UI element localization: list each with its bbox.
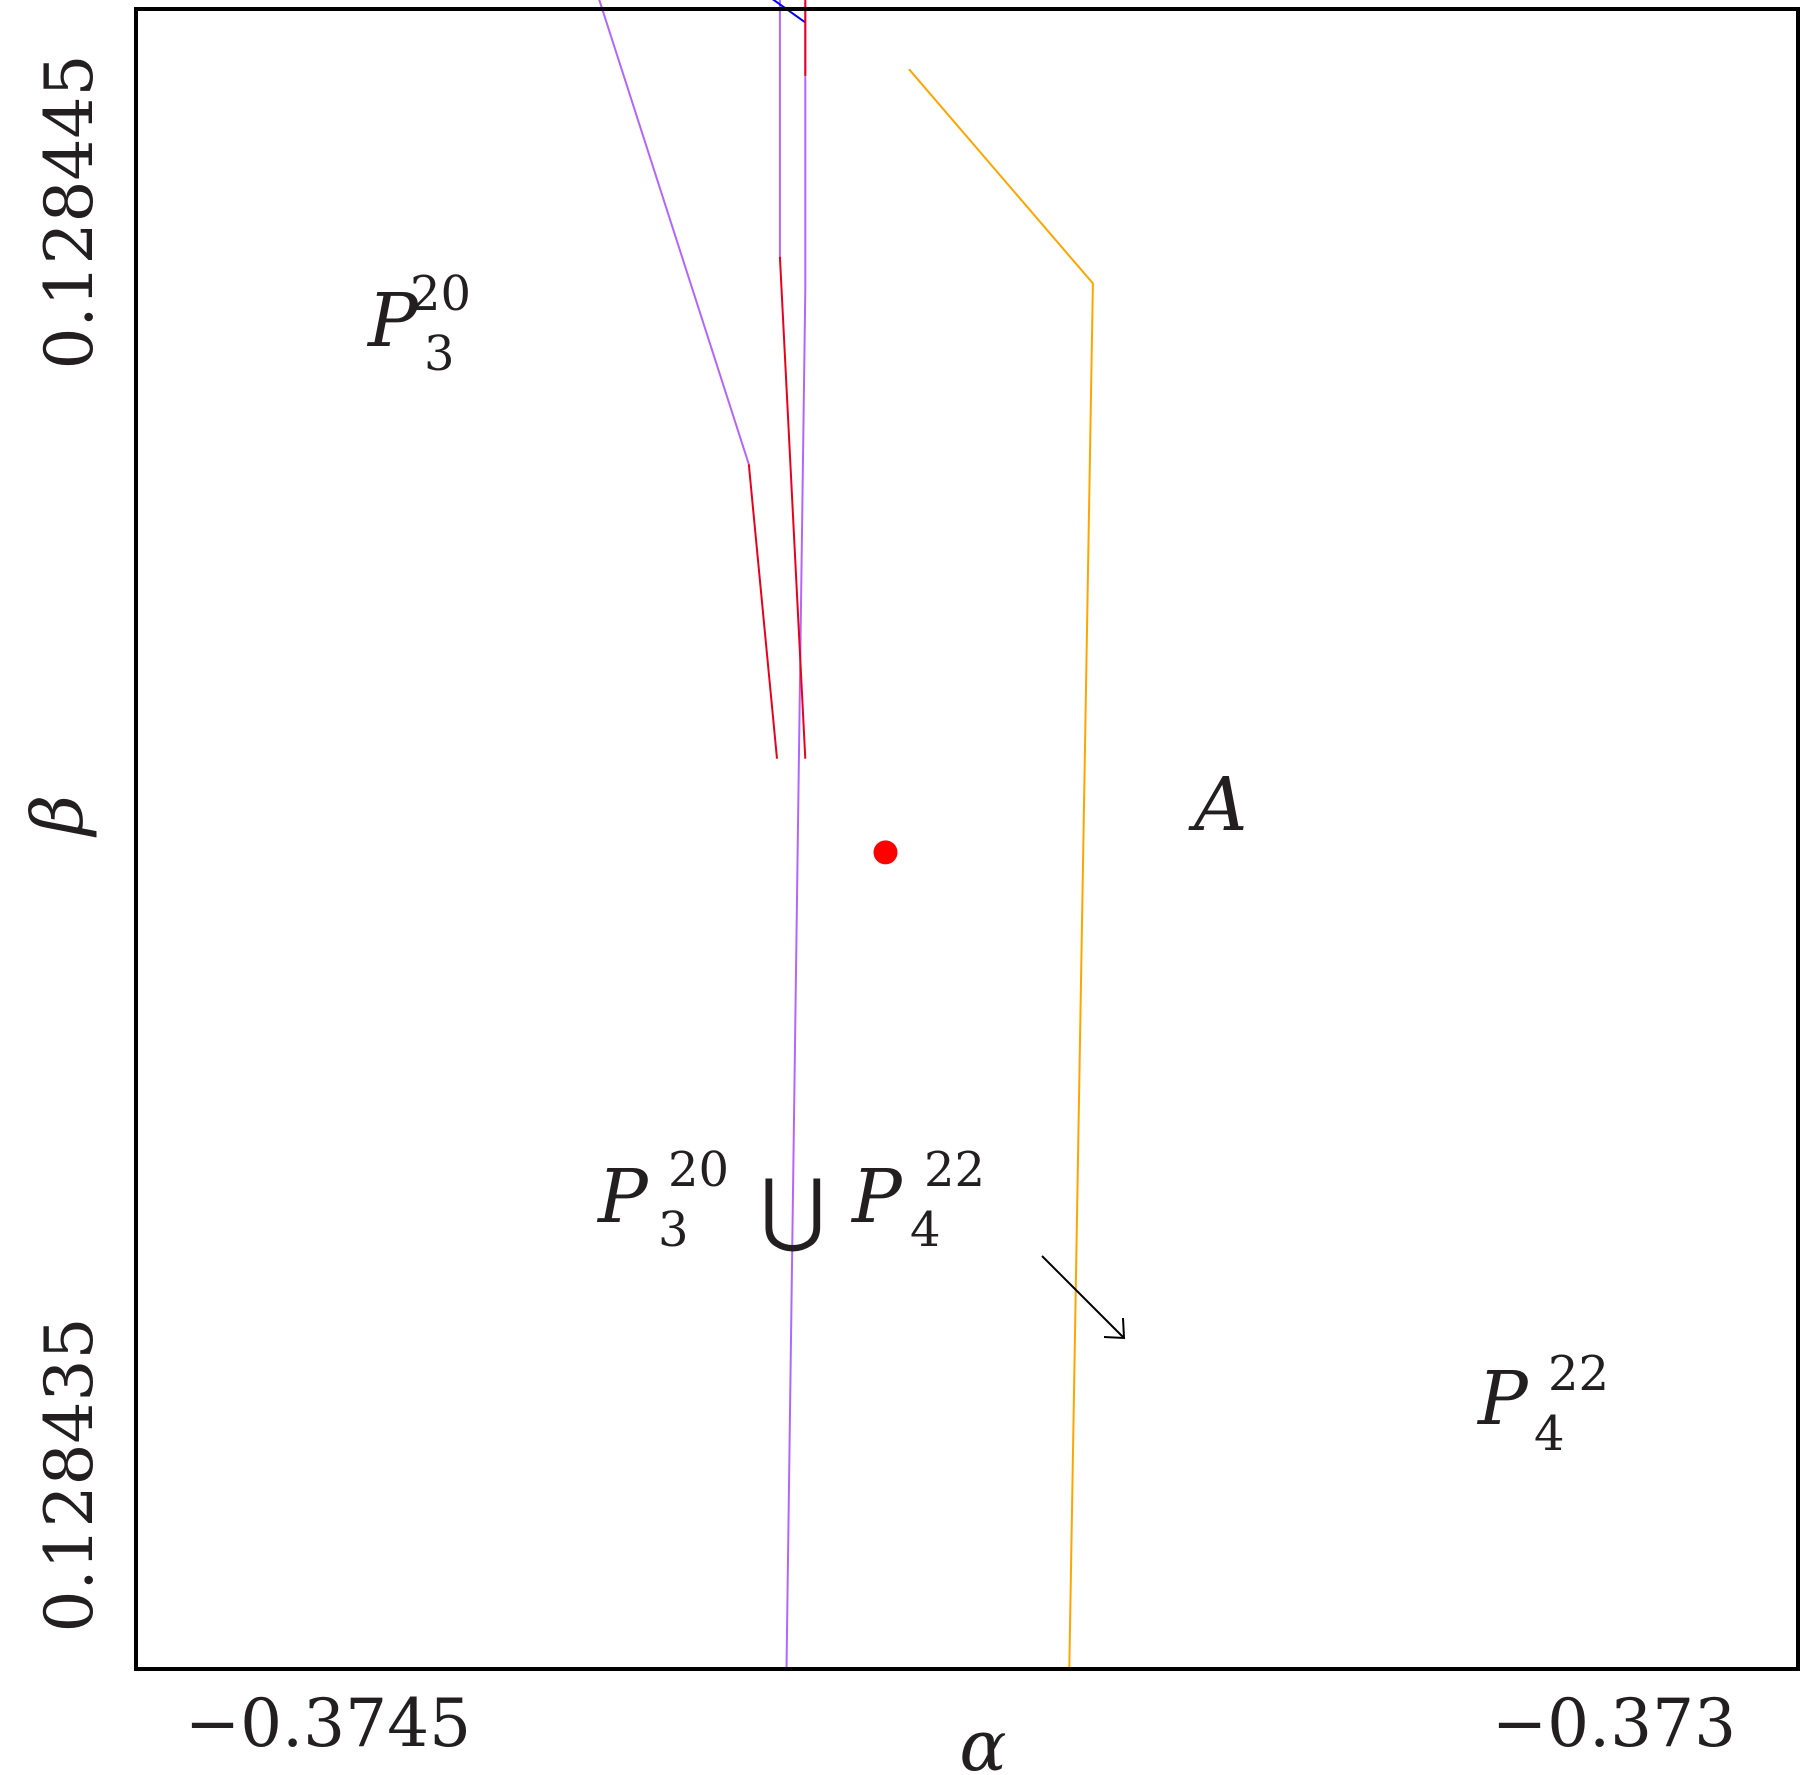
- svg-text:22: 22: [1548, 1346, 1609, 1402]
- x-axis-label: α: [959, 1705, 1006, 1775]
- y-tick-label-1: 0.128445: [31, 55, 108, 370]
- svg-text:3: 3: [658, 1202, 689, 1258]
- svg-text:P: P: [850, 1154, 903, 1240]
- series-line-1: [785, 2, 807, 1670]
- y-axis-label: β: [17, 795, 99, 838]
- y-tick-label-0: 0.128435: [31, 1318, 108, 1633]
- union-pointer-arrow: [1041, 1255, 1126, 1340]
- svg-text:⋃: ⋃: [760, 1162, 826, 1255]
- region-label-p4-22: P 22 4: [1476, 1346, 1609, 1462]
- x-tick-label-0: −0.3745: [185, 1685, 471, 1762]
- plot-frame: [134, 7, 1800, 1671]
- series-line-4: [747, 464, 778, 759]
- svg-text:4: 4: [1534, 1406, 1565, 1462]
- series-line-0: [908, 68, 1094, 1670]
- x-tick-label-1: −0.373: [1492, 1685, 1736, 1762]
- svg-text:P: P: [1476, 1356, 1529, 1442]
- svg-text:P: P: [366, 278, 419, 364]
- svg-text:P: P: [596, 1154, 649, 1240]
- series-line-6: [772, 0, 806, 24]
- series-layer: [598, 0, 1094, 1670]
- point-a: [873, 840, 898, 865]
- svg-text:20: 20: [410, 266, 471, 322]
- series-line-3: [598, 0, 750, 465]
- svg-text:4: 4: [910, 1202, 941, 1258]
- svg-text:3: 3: [424, 326, 455, 382]
- point-a-label: A: [1188, 762, 1247, 848]
- union-label: P 20 3 ⋃ P 22 4: [596, 1142, 985, 1258]
- svg-text:20: 20: [668, 1142, 729, 1198]
- region-label-p3-20: P 20 3: [366, 266, 471, 382]
- series-line-5: [778, 256, 807, 759]
- svg-text:22: 22: [924, 1142, 985, 1198]
